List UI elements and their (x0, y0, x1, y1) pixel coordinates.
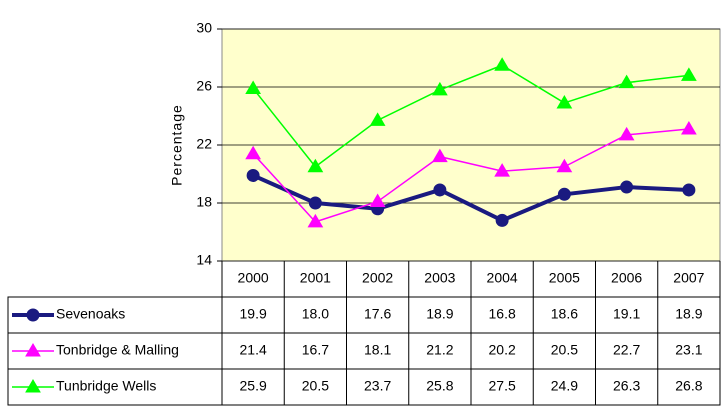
data-point (620, 180, 634, 194)
data-point (369, 112, 386, 126)
y-tick-label: 14 (196, 252, 212, 268)
y-tick-label: 22 (196, 136, 212, 152)
table-value: 24.9 (551, 378, 578, 394)
data-point (556, 158, 573, 173)
series-line (252, 64, 689, 168)
legend-swatch (25, 379, 41, 393)
data-point (556, 94, 573, 109)
data-point (245, 80, 261, 94)
data-point (557, 187, 571, 201)
table-value: 18.6 (551, 306, 578, 322)
table-value: 23.7 (364, 378, 391, 394)
data-point (307, 213, 324, 228)
data-point (246, 168, 260, 182)
table-value: 18.9 (675, 306, 702, 322)
data-point (245, 145, 261, 160)
x-tick-label: 2006 (611, 270, 642, 286)
table-value: 26.8 (675, 378, 702, 394)
table-value: 17.6 (364, 306, 391, 322)
table-value: 26.3 (613, 378, 640, 394)
table-value: 25.8 (426, 378, 453, 394)
series-line (252, 173, 689, 223)
data-point (308, 196, 322, 210)
x-tick-label: 2002 (362, 270, 393, 286)
table-value: 21.4 (240, 342, 267, 358)
y-axis-title: Percentage (169, 104, 185, 186)
legend-label: Sevenoaks (56, 306, 125, 322)
data-point (495, 213, 509, 227)
data-point (618, 74, 635, 89)
data-point (432, 148, 448, 163)
data-point (494, 163, 510, 177)
table-value: 16.8 (489, 306, 516, 322)
legend-swatch (25, 343, 41, 357)
data-point (682, 183, 696, 197)
table-value: 27.5 (489, 378, 516, 394)
x-tick-label: 2003 (424, 270, 455, 286)
legend-label: Tunbridge Wells (56, 378, 156, 394)
table-value: 16.7 (302, 342, 329, 358)
x-tick-label: 2000 (238, 270, 269, 286)
table-value: 18.1 (364, 342, 391, 358)
table-value: 18.0 (302, 306, 329, 322)
y-tick-label: 26 (196, 78, 212, 94)
data-point (307, 158, 324, 173)
legend-label: Tonbridge & Malling (56, 342, 179, 358)
table-value: 22.7 (613, 342, 640, 358)
data-point (618, 126, 635, 141)
data-point (433, 183, 447, 197)
y-tick-label: 30 (196, 20, 212, 36)
data-point (432, 81, 448, 96)
table-value: 18.9 (426, 306, 453, 322)
table-value: 20.5 (551, 342, 578, 358)
table-value: 20.5 (302, 378, 329, 394)
series-line (252, 128, 689, 223)
table-value: 19.9 (240, 306, 267, 322)
x-tick-label: 2001 (300, 270, 331, 286)
legend-swatch (26, 308, 40, 322)
x-tick-label: 2005 (549, 270, 580, 286)
x-tick-label: 2004 (487, 270, 518, 286)
data-point (681, 121, 697, 135)
table-value: 19.1 (613, 306, 640, 322)
y-tick-label: 18 (196, 194, 212, 210)
table-value: 23.1 (675, 342, 702, 358)
table-value: 20.2 (489, 342, 516, 358)
data-point (681, 67, 697, 81)
data-point (369, 193, 386, 208)
table-value: 25.9 (240, 378, 267, 394)
data-point (494, 57, 510, 71)
table-value: 21.2 (426, 342, 453, 358)
x-tick-label: 2007 (673, 270, 704, 286)
